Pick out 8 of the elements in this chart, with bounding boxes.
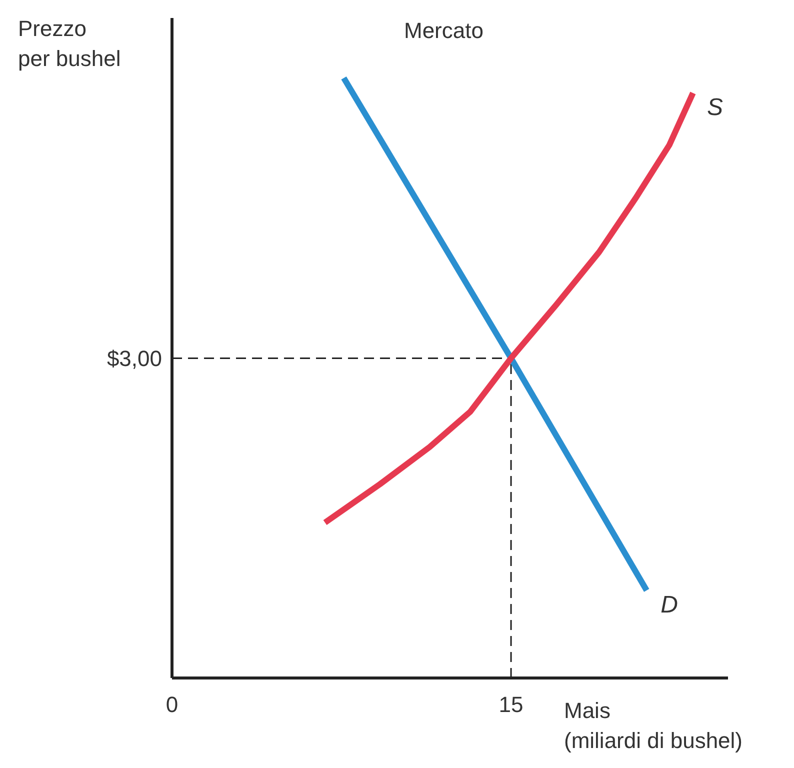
chart-title: Mercato xyxy=(404,17,484,45)
annotation: $3,00 xyxy=(106,346,162,372)
x-tick-label: 15 xyxy=(498,692,524,717)
x-tick-label: 0 xyxy=(166,692,178,717)
x-axis-title: Mais (miliardi di bushel) xyxy=(564,697,743,755)
y-axis-title: Prezzo per bushel xyxy=(18,15,121,73)
series-label: S xyxy=(706,94,723,121)
series-label: D xyxy=(660,591,678,618)
